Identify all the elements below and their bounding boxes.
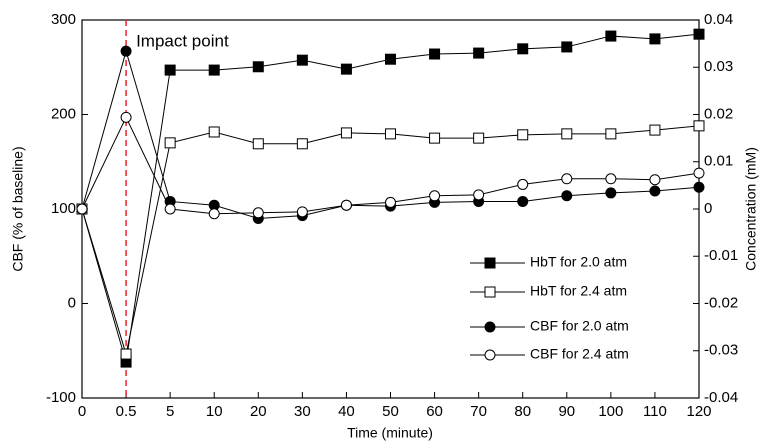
y-tick-label: -100 — [46, 389, 76, 406]
marker — [649, 174, 661, 186]
marker — [385, 128, 396, 140]
x-tick-label: 5 — [166, 403, 174, 420]
marker — [429, 48, 441, 60]
marker — [340, 127, 352, 139]
y2-tick-label: -0.02 — [704, 294, 738, 311]
x-tick-label: 30 — [294, 403, 311, 420]
legend-label: HbT for 2.4 atm — [530, 283, 627, 299]
legend-label: HbT for 2.0 atm — [530, 254, 627, 270]
y-tick-label: 100 — [51, 200, 76, 217]
marker — [252, 207, 264, 219]
y-tick-label: 300 — [51, 11, 76, 28]
marker — [340, 63, 352, 75]
x-tick-label: 120 — [686, 403, 711, 420]
marker — [649, 185, 661, 197]
marker — [164, 137, 176, 149]
marker — [208, 208, 220, 220]
annotation: Impact point — [136, 31, 229, 50]
marker — [693, 28, 705, 40]
x-tick-label: 90 — [558, 403, 575, 420]
marker — [296, 54, 308, 66]
y2-tick-label: -0.04 — [704, 389, 738, 406]
marker — [473, 189, 485, 201]
marker — [561, 190, 573, 202]
x-tick-label: 110 — [643, 403, 667, 420]
marker — [473, 47, 485, 59]
marker — [649, 124, 661, 136]
x-tick-label: 0.5 — [116, 403, 137, 420]
x-axis-title: Time (minute) — [347, 425, 433, 441]
marker — [296, 206, 308, 218]
marker — [561, 41, 573, 53]
y-tick-label: 0 — [68, 294, 76, 311]
marker — [120, 111, 132, 123]
marker — [473, 132, 485, 144]
marker — [605, 173, 617, 185]
y2-axis-title: Concentration (mM) — [743, 147, 759, 271]
marker — [649, 33, 661, 45]
marker — [605, 30, 617, 42]
marker — [484, 349, 496, 361]
marker — [517, 129, 529, 141]
marker — [561, 128, 573, 140]
marker — [429, 132, 441, 144]
marker — [484, 286, 496, 298]
y2-tick-label: 0.03 — [704, 58, 733, 75]
marker — [429, 190, 441, 202]
y2-tick-label: -0.03 — [704, 342, 738, 359]
marker — [252, 138, 264, 150]
x-tick-label: 0 — [78, 403, 86, 420]
y2-tick-label: 0.04 — [704, 11, 733, 28]
marker — [120, 45, 132, 57]
marker — [693, 181, 705, 193]
marker — [208, 64, 220, 76]
marker — [693, 167, 705, 179]
y2-tick-label: 0.02 — [704, 105, 733, 122]
x-tick-label: 100 — [598, 403, 623, 420]
marker — [517, 178, 529, 190]
marker — [340, 199, 352, 211]
y-tick-label: 200 — [51, 105, 76, 122]
x-tick-label: 70 — [470, 403, 487, 420]
marker — [385, 196, 396, 208]
marker — [208, 126, 220, 138]
y-axis-title: CBF (% of baseline) — [10, 146, 26, 271]
y2-tick-label: 0 — [704, 200, 712, 217]
marker — [252, 61, 264, 73]
legend-label: CBF for 2.4 atm — [530, 346, 629, 362]
marker — [484, 321, 496, 333]
x-tick-label: 60 — [426, 403, 443, 420]
marker — [296, 138, 308, 150]
x-tick-label: 50 — [382, 403, 399, 420]
marker — [385, 53, 396, 65]
x-tick-label: 20 — [250, 403, 267, 420]
marker — [605, 128, 617, 140]
marker — [484, 257, 496, 269]
marker — [76, 203, 88, 215]
marker — [164, 203, 176, 215]
marker — [693, 120, 705, 132]
y2-tick-label: -0.01 — [704, 247, 738, 264]
legend-label: CBF for 2.0 atm — [530, 318, 629, 334]
marker — [164, 64, 176, 76]
marker — [120, 348, 132, 360]
marker — [561, 173, 573, 185]
marker — [605, 187, 617, 199]
x-tick-label: 40 — [338, 403, 355, 420]
y2-tick-label: 0.01 — [704, 153, 733, 170]
marker — [517, 195, 529, 207]
x-tick-label: 80 — [514, 403, 531, 420]
x-tick-label: 10 — [206, 403, 223, 420]
marker — [517, 43, 529, 55]
